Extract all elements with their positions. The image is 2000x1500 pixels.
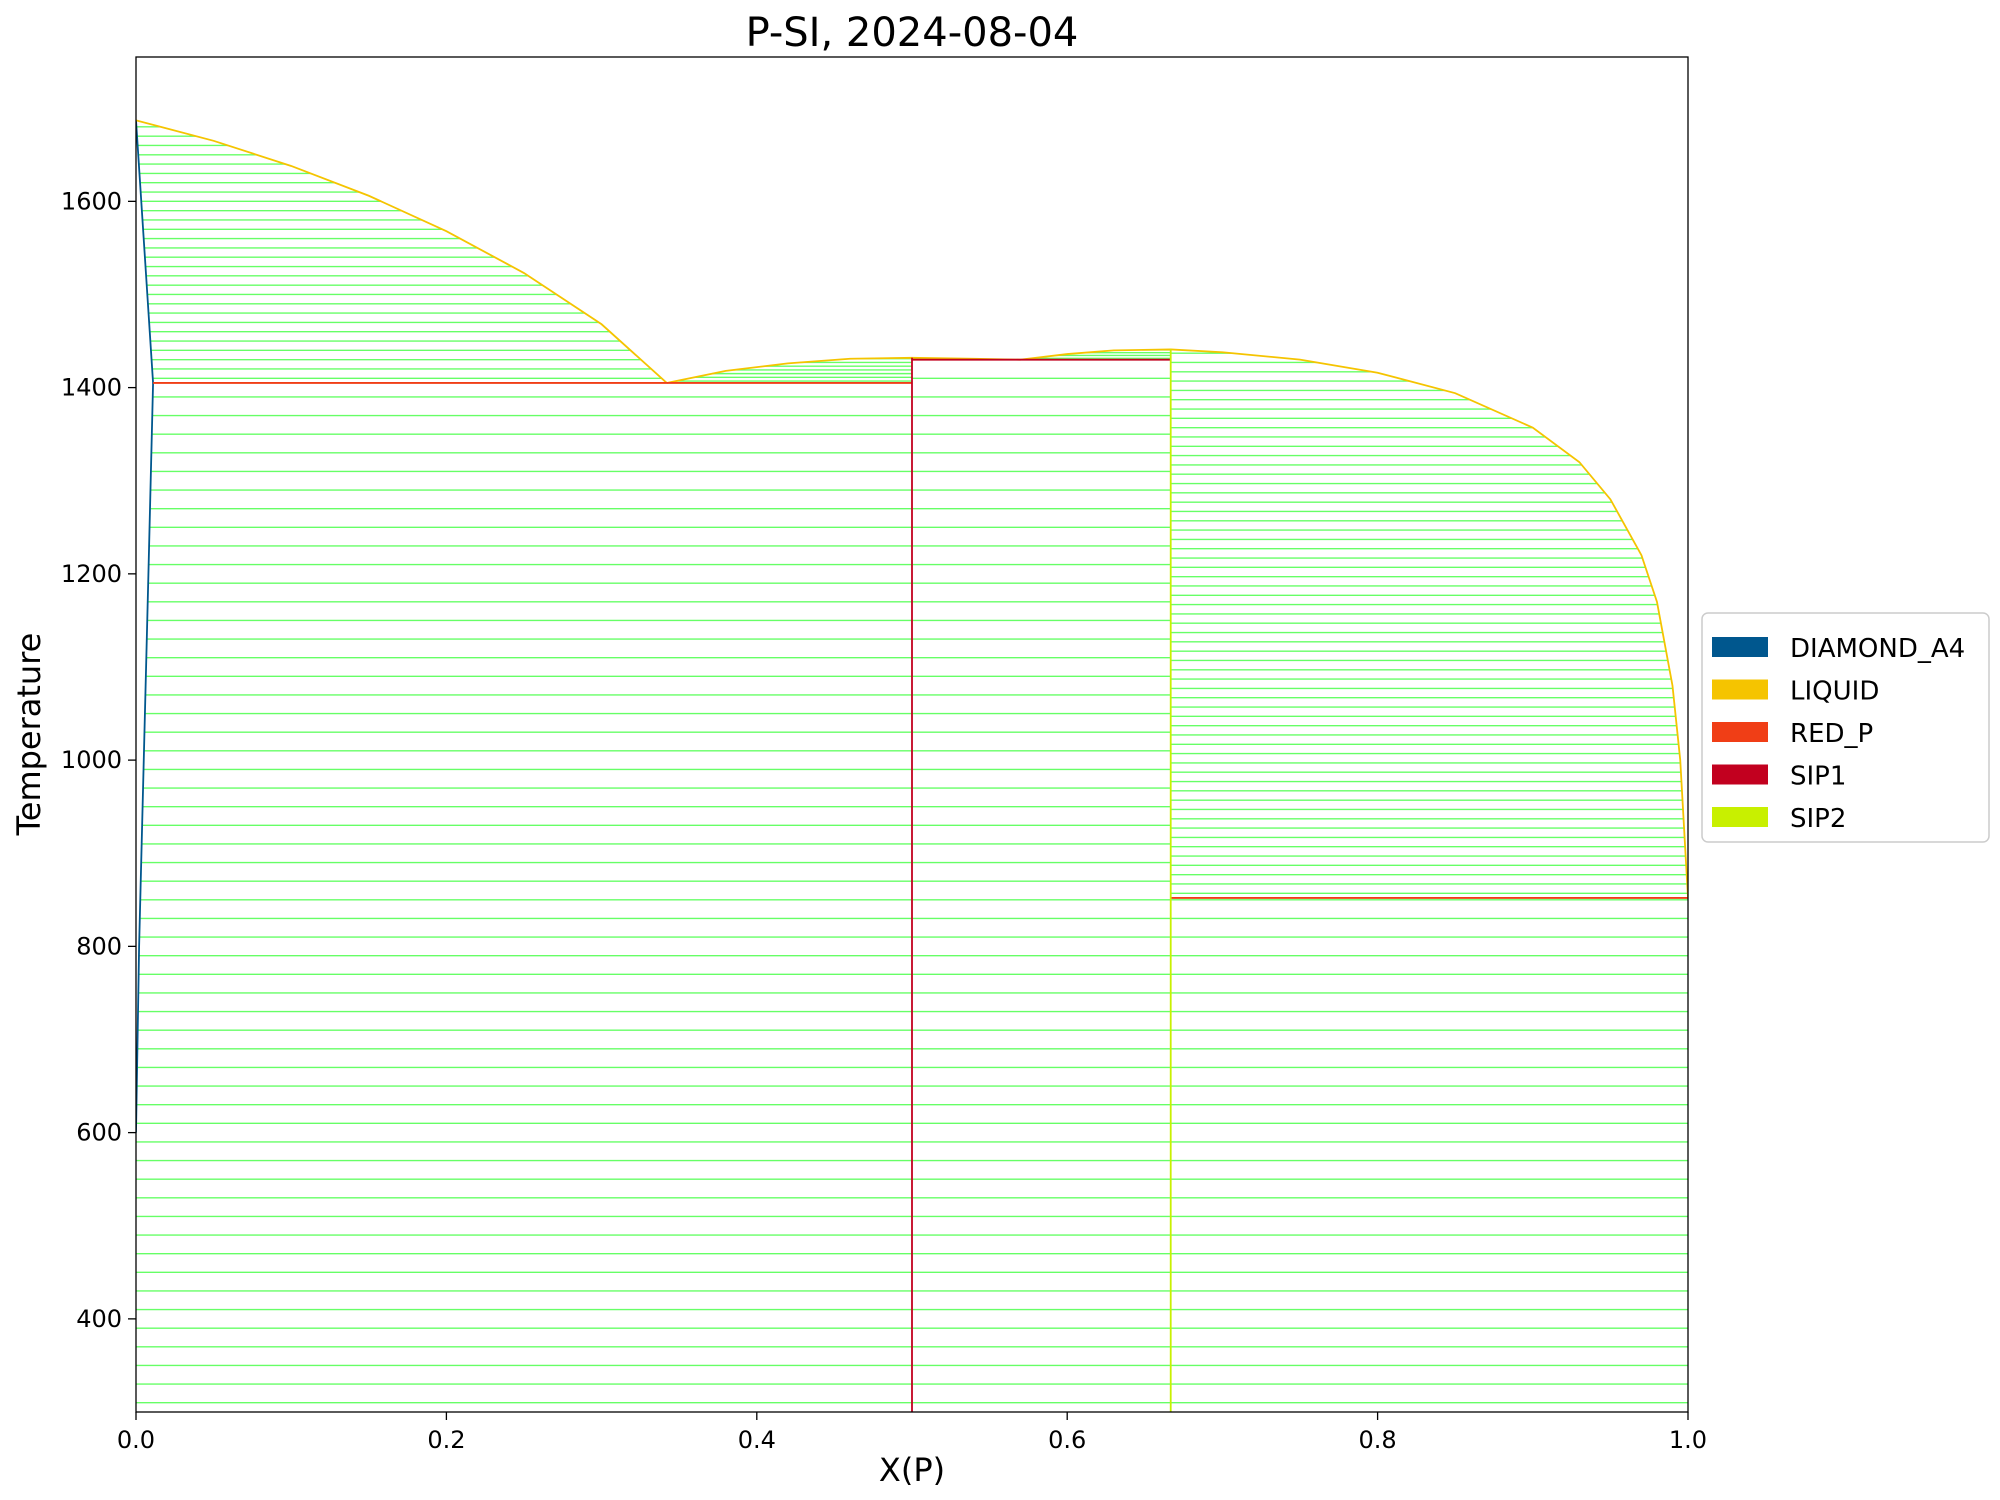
y-tick-label: 1000 (61, 746, 122, 774)
x-tick-label: 1.0 (1669, 1426, 1707, 1454)
legend-label: RED_P (1790, 719, 1873, 749)
y-tick-label: 1200 (61, 560, 122, 588)
y-tick-label: 400 (76, 1305, 122, 1333)
legend-swatch (1712, 679, 1768, 700)
y-axis-title: Temperature (10, 633, 48, 837)
legend: DIAMOND_A4 LIQUID RED_P SIP1 SIP2 (1701, 612, 1990, 843)
plot-area (135, 56, 1689, 1413)
phase-boundaries (136, 119, 1688, 1412)
x-axis-title: X(P) (879, 1451, 945, 1489)
y-tick-label: 800 (76, 932, 122, 960)
legend-swatch (1712, 722, 1768, 742)
legend-swatch (1712, 807, 1768, 827)
y-axis: 400 600 800 1000 1200 1400 1600 (61, 187, 136, 1333)
x-tick-label: 0.8 (1359, 1426, 1397, 1454)
x-tick-label: 0.0 (117, 1426, 155, 1454)
phase-boundary-liquid (136, 119, 668, 384)
x-tick-label: 0.4 (738, 1426, 776, 1454)
legend-label: DIAMOND_A4 (1790, 634, 1965, 664)
legend-swatch (1712, 764, 1768, 785)
phase-boundary-diamond-a4 (136, 120, 154, 1133)
x-tick-label: 0.6 (1048, 1426, 1086, 1454)
y-tick-label: 1400 (61, 374, 122, 402)
y-tick-label: 600 (76, 1119, 122, 1147)
legend-label: SIP2 (1790, 804, 1846, 834)
phase-boundary-liquid (1020, 348, 1688, 898)
chart-title: P-SI, 2024-08-04 (746, 10, 1079, 56)
legend-swatch (1712, 637, 1768, 657)
legend-label: SIP1 (1790, 762, 1846, 792)
x-tick-label: 0.2 (427, 1426, 465, 1454)
legend-label: LIQUID (1790, 677, 1879, 707)
tie-lines (136, 126, 1688, 1404)
legend-frame (1701, 612, 1990, 843)
plot-frame (135, 56, 1689, 1413)
x-axis: 0.0 0.2 0.4 0.6 0.8 1.0 (117, 1412, 1707, 1454)
phase-boundary-liquid (666, 356, 1021, 384)
y-tick-label: 1600 (61, 187, 122, 215)
